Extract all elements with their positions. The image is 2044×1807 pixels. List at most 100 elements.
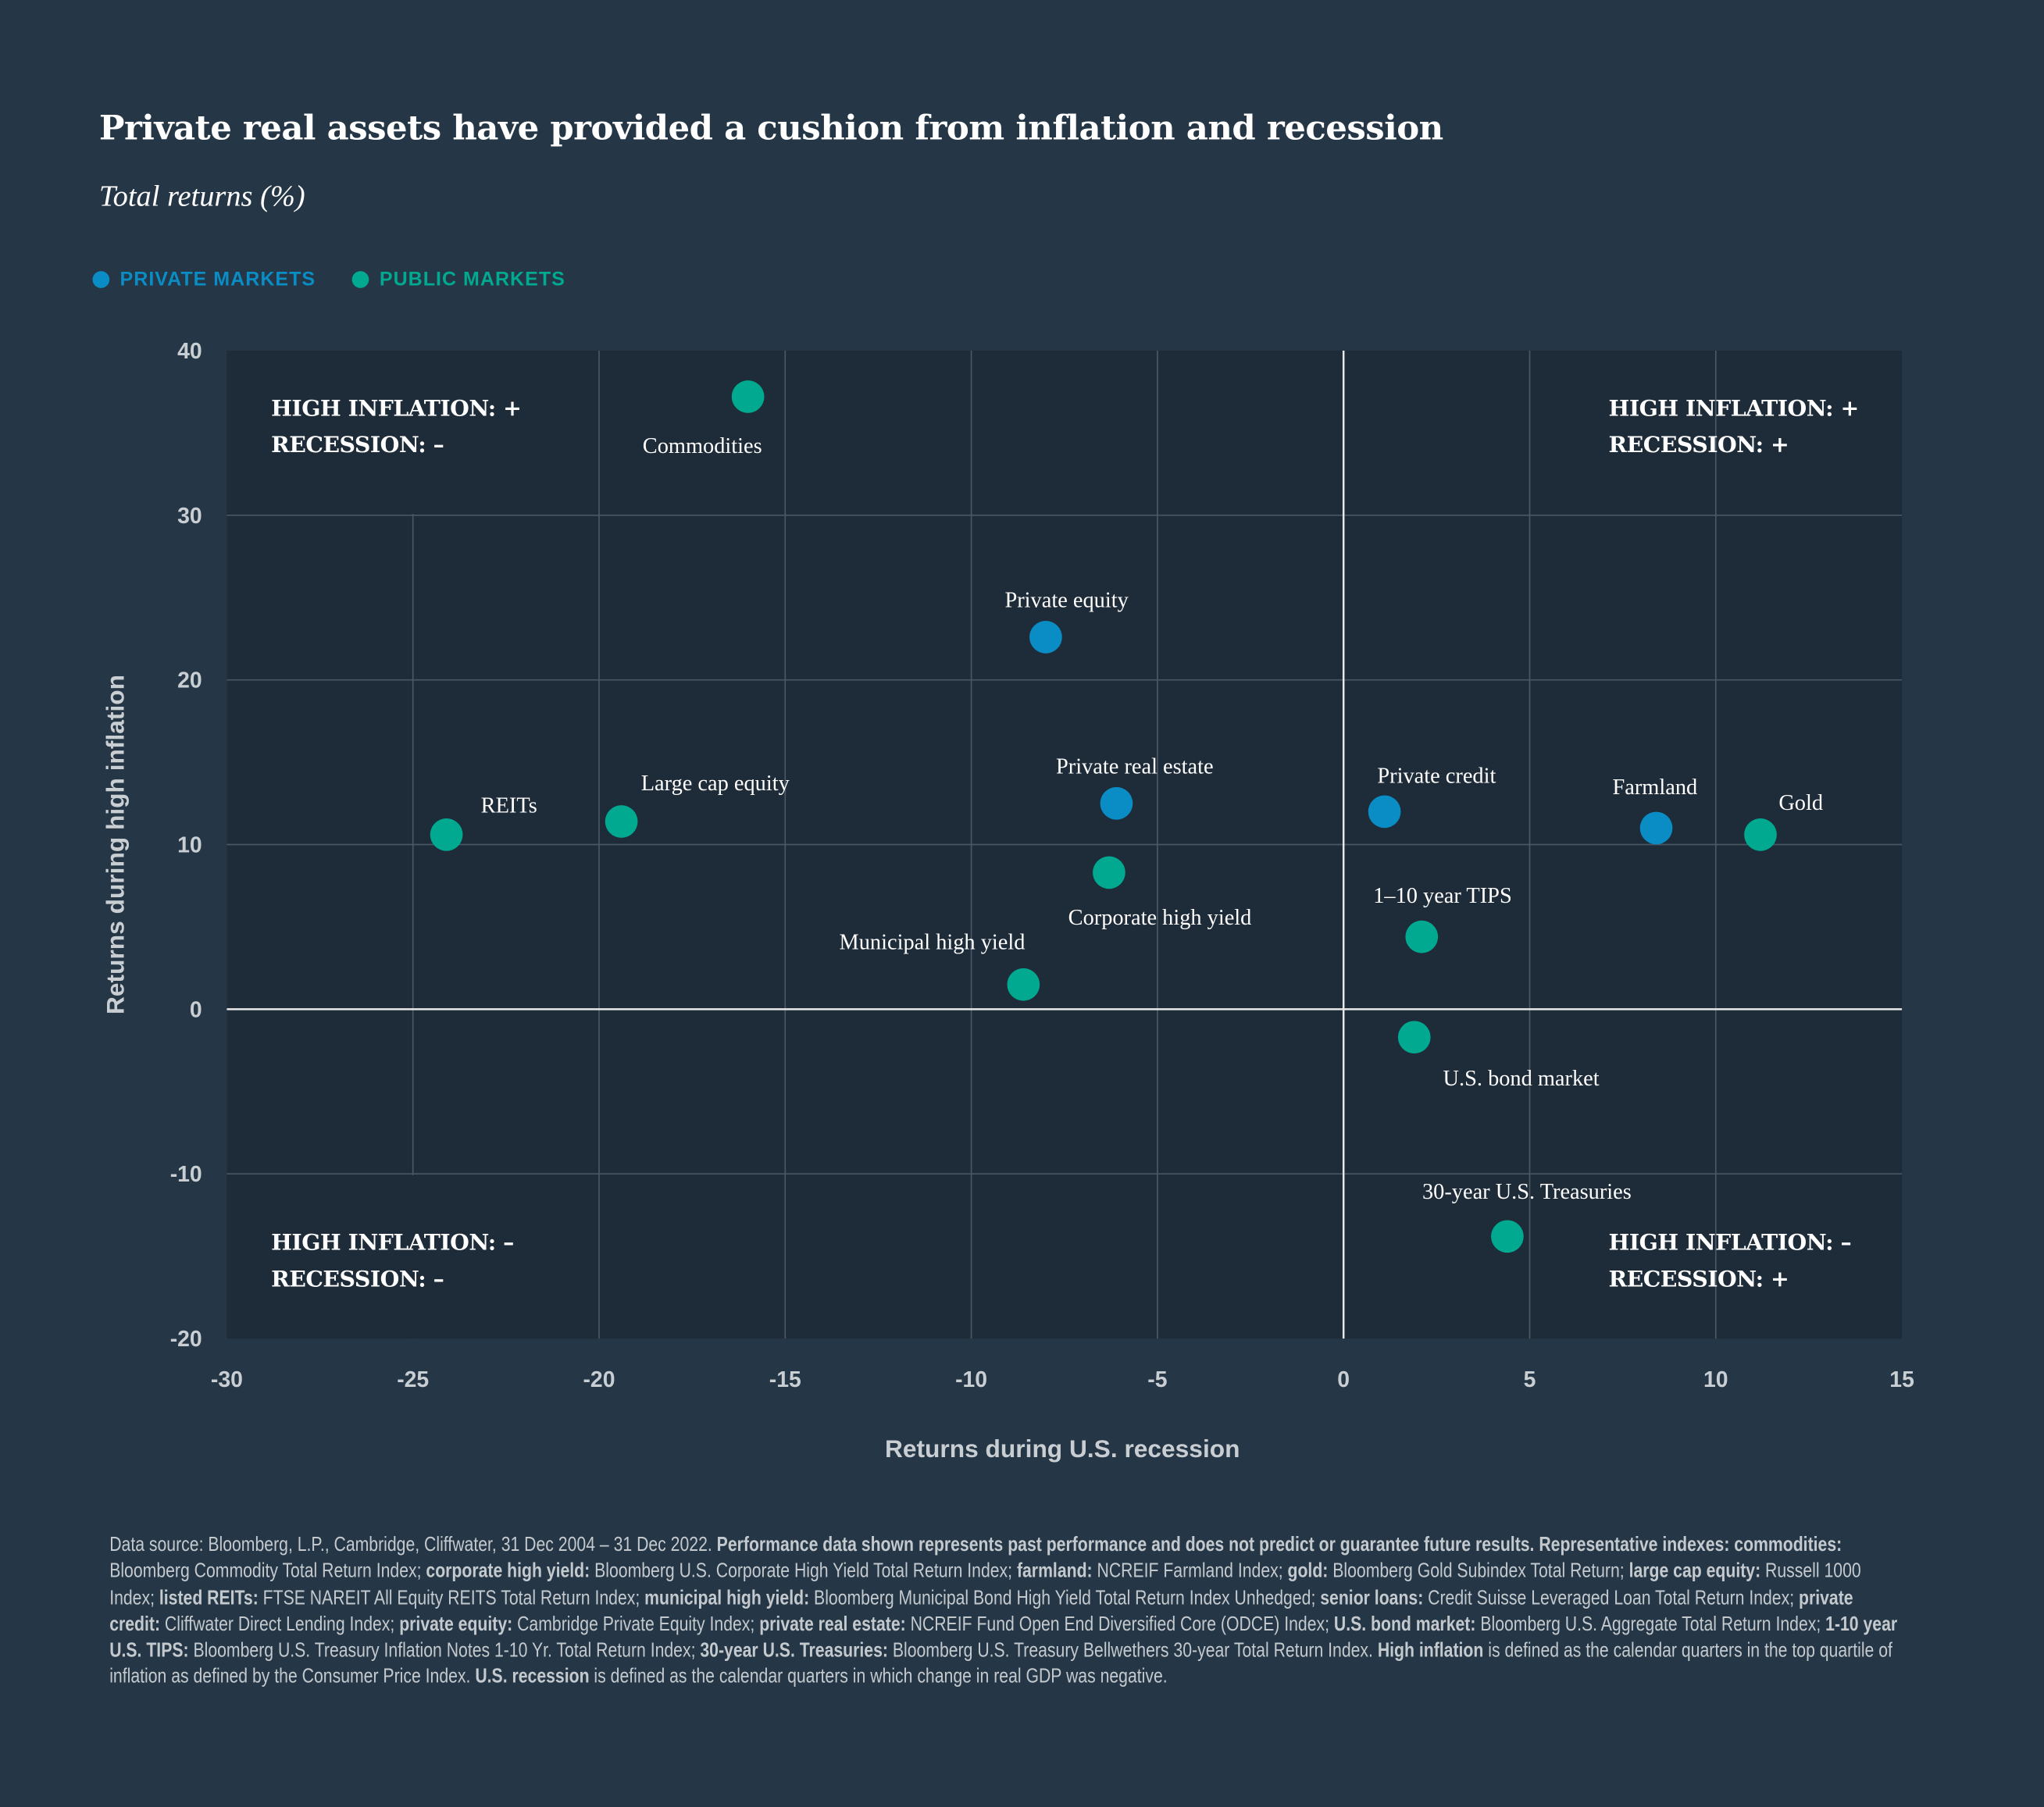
data-point — [1639, 811, 1673, 845]
data-point — [430, 818, 463, 851]
footnote-segment: listed REITs: — [159, 1587, 259, 1609]
y-tick-label: -20 — [170, 1327, 202, 1352]
data-point — [731, 380, 765, 413]
footnote-segment: Bloomberg U.S. Treasury Bellwethers 30-y… — [887, 1639, 1378, 1663]
quadrant-box-bottom-left — [227, 1174, 598, 1339]
data-point-label: U.S. bond market — [1443, 1067, 1600, 1091]
footnote-segment: private credit: — [109, 1587, 1853, 1636]
legend: PRIVATE MARKETS PUBLIC MARKETS — [92, 269, 565, 290]
data-point — [1100, 786, 1133, 820]
footnote-segment: U.S. bond market: — [1333, 1613, 1476, 1636]
footnote-segment: 1-10 year U.S. TIPS: — [109, 1613, 1898, 1663]
data-point — [1029, 620, 1062, 654]
data-point-label: Municipal high yield — [840, 931, 1026, 955]
quadrant-label-bottom-left: RECESSION: – — [271, 1265, 444, 1292]
footnote-segment: private real estate: — [759, 1613, 906, 1636]
footnote-segment: Russell 1000 Index; — [109, 1560, 1861, 1609]
data-point-label: Private real estate — [1056, 754, 1214, 779]
legend-dot-public-icon — [351, 271, 369, 288]
footnote-segment: large cap equity: — [1628, 1560, 1761, 1583]
footnote-segment: Bloomberg U.S. Treasury Inflation Notes … — [188, 1639, 701, 1663]
footnote-segment: farmland: — [1016, 1560, 1093, 1583]
legend-label-public: PUBLIC MARKETS — [379, 268, 565, 291]
y-tick-label: 0 — [190, 997, 202, 1022]
x-tick-label: 15 — [1889, 1367, 1914, 1392]
data-point-label: Gold — [1778, 791, 1823, 815]
quadrant-box-top-right — [1717, 350, 1903, 515]
data-point-label: Large cap equity — [641, 772, 790, 796]
footnote-segment: 30-year U.S. Treasuries: — [700, 1639, 888, 1663]
data-point-label: 30-year U.S. Treasuries — [1422, 1180, 1632, 1204]
chart-subtitle: Total returns (%) — [98, 180, 305, 213]
y-axis-label: Returns during high inflation — [102, 675, 130, 1014]
quadrant-label-top-left: HIGH INFLATION: + — [271, 394, 521, 421]
footnote-segment: Cambridge Private Equity Index; — [512, 1613, 760, 1636]
x-tick-label: 0 — [1337, 1367, 1350, 1392]
footnote-segment: is defined as the calendar quarters in t… — [109, 1639, 1892, 1689]
footnote-segment: Performance data shown represents past p… — [716, 1534, 1842, 1556]
data-point — [1405, 920, 1439, 953]
footnote-segment: senior loans: — [1320, 1587, 1424, 1609]
legend-dot-private-icon — [92, 271, 110, 288]
data-point-label: REITs — [481, 793, 537, 818]
quadrant-label-bottom-left: HIGH INFLATION: – — [271, 1229, 514, 1256]
data-point-label: Commodities — [643, 434, 762, 458]
data-point-label: Corporate high yield — [1068, 906, 1252, 930]
footnote-segment: NCREIF Farmland Index; — [1092, 1560, 1288, 1583]
data-point-label: Private credit — [1377, 764, 1496, 789]
legend-item-public: PUBLIC MARKETS — [351, 268, 565, 291]
footnote-segment: Bloomberg Municipal Bond High Yield Tota… — [809, 1587, 1321, 1609]
quadrant-label-top-right: RECESSION: + — [1609, 431, 1789, 458]
x-tick-label: -10 — [955, 1367, 987, 1392]
data-point-label: Private equity — [1004, 588, 1129, 612]
x-axis-label: Returns during U.S. recession — [885, 1435, 1240, 1463]
footnote-segment: corporate high yield: — [426, 1560, 590, 1583]
y-tick-label: 10 — [177, 833, 202, 858]
quadrant-label-top-left: RECESSION: – — [271, 431, 444, 458]
legend-item-private: PRIVATE MARKETS — [92, 269, 316, 290]
footnote-segment: NCREIF Fund Open End Diversified Core (O… — [905, 1613, 1334, 1636]
x-tick-label: -30 — [211, 1367, 243, 1392]
quadrant-label-bottom-right: HIGH INFLATION: – — [1609, 1229, 1852, 1256]
x-tick-label: -5 — [1147, 1367, 1167, 1392]
x-tick-label: 5 — [1524, 1367, 1536, 1392]
quadrant-box-top-left — [227, 350, 598, 515]
data-point — [1744, 818, 1777, 851]
x-tick-label: 10 — [1703, 1367, 1728, 1392]
y-tick-label: 30 — [177, 504, 202, 529]
data-point — [1093, 856, 1125, 889]
footnote-segment: Data source: Bloomberg, L.P., Cambridge,… — [109, 1534, 717, 1556]
footnote-segment: Bloomberg Gold Subindex Total Return; — [1328, 1560, 1629, 1583]
data-point — [1007, 968, 1040, 1001]
quadrant-label-bottom-right: RECESSION: + — [1609, 1265, 1789, 1292]
x-tick-label: -20 — [583, 1367, 615, 1392]
footnote-segment: Bloomberg U.S. Corporate High Yield Tota… — [590, 1560, 1017, 1583]
footnote-segment: private equity: — [399, 1613, 513, 1636]
chart-title: Private real assets have provided a cush… — [98, 109, 1443, 149]
x-tick-label: -15 — [769, 1367, 801, 1392]
data-point-label: Farmland — [1612, 775, 1697, 800]
y-tick-label: -10 — [170, 1162, 202, 1187]
footnote-segment: municipal high yield: — [644, 1587, 810, 1609]
footnote-segment: is defined as the calendar quarters in w… — [589, 1666, 1168, 1689]
data-point-label: 1–10 year TIPS — [1373, 884, 1511, 908]
quadrant-label-top-right: HIGH INFLATION: + — [1609, 394, 1859, 421]
x-tick-label: -25 — [397, 1367, 429, 1392]
quadrant-box-bottom-right — [1717, 1174, 1903, 1339]
footnote-segment: U.S. recession — [475, 1666, 590, 1689]
data-point — [1397, 1021, 1431, 1054]
footnote-segment: Cliffwater Direct Lending Index; — [160, 1613, 400, 1636]
footnote: Data source: Bloomberg, L.P., Cambridge,… — [109, 1533, 1900, 1691]
data-point — [605, 805, 638, 838]
legend-label-private: PRIVATE MARKETS — [120, 268, 316, 291]
footnote-segment: Bloomberg U.S. Aggregate Total Return In… — [1475, 1613, 1826, 1636]
data-point — [1491, 1220, 1524, 1253]
y-tick-label: 20 — [177, 668, 202, 693]
footnote-segment: Credit Suisse Leveraged Loan Total Retur… — [1423, 1587, 1800, 1609]
footnote-segment: FTSE NAREIT All Equity REITS Total Retur… — [258, 1587, 645, 1609]
footnote-segment: Bloomberg Commodity Total Return Index; — [109, 1560, 426, 1583]
y-tick-label: 40 — [177, 339, 202, 364]
footnote-segment: High inflation — [1377, 1639, 1484, 1663]
